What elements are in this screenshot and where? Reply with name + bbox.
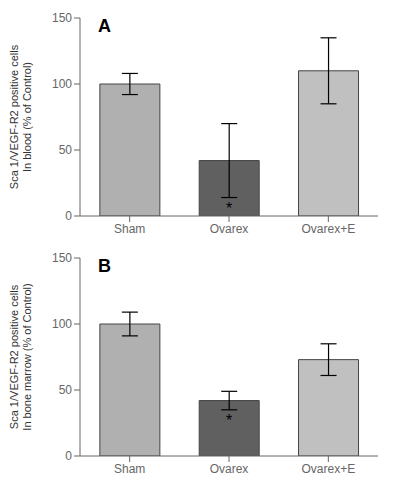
svg-text:Ovarex+E: Ovarex+E [301, 222, 355, 236]
svg-text:0: 0 [65, 449, 72, 463]
svg-text:Ovarex: Ovarex [210, 222, 249, 236]
svg-text:150: 150 [52, 11, 72, 25]
svg-text:100: 100 [52, 317, 72, 331]
html-text:A: A [98, 16, 111, 36]
svg-text:Sca 1/VEGF-R2 positive cellsIn: Sca 1/VEGF-R2 positive cellsIn bone marr… [8, 283, 33, 430]
svg-text:Sca 1/VEGF-R2 positive cellsIn: Sca 1/VEGF-R2 positive cellsIn blood (% … [8, 44, 33, 189]
svg-text:Ovarex: Ovarex [210, 462, 249, 476]
svg-text:Ovarex+E: Ovarex+E [301, 462, 355, 476]
svg-text:100: 100 [52, 77, 72, 91]
svg-text:150: 150 [52, 251, 72, 265]
svg-text:50: 50 [59, 143, 73, 157]
svg-text:0: 0 [65, 209, 72, 223]
svg-text:*: * [226, 200, 232, 217]
html-text:B: B [98, 256, 111, 276]
svg-text:50: 50 [59, 383, 73, 397]
svg-text:*: * [226, 412, 232, 429]
svg-text:Sham: Sham [114, 462, 145, 476]
svg-text:Sham: Sham [114, 222, 145, 236]
